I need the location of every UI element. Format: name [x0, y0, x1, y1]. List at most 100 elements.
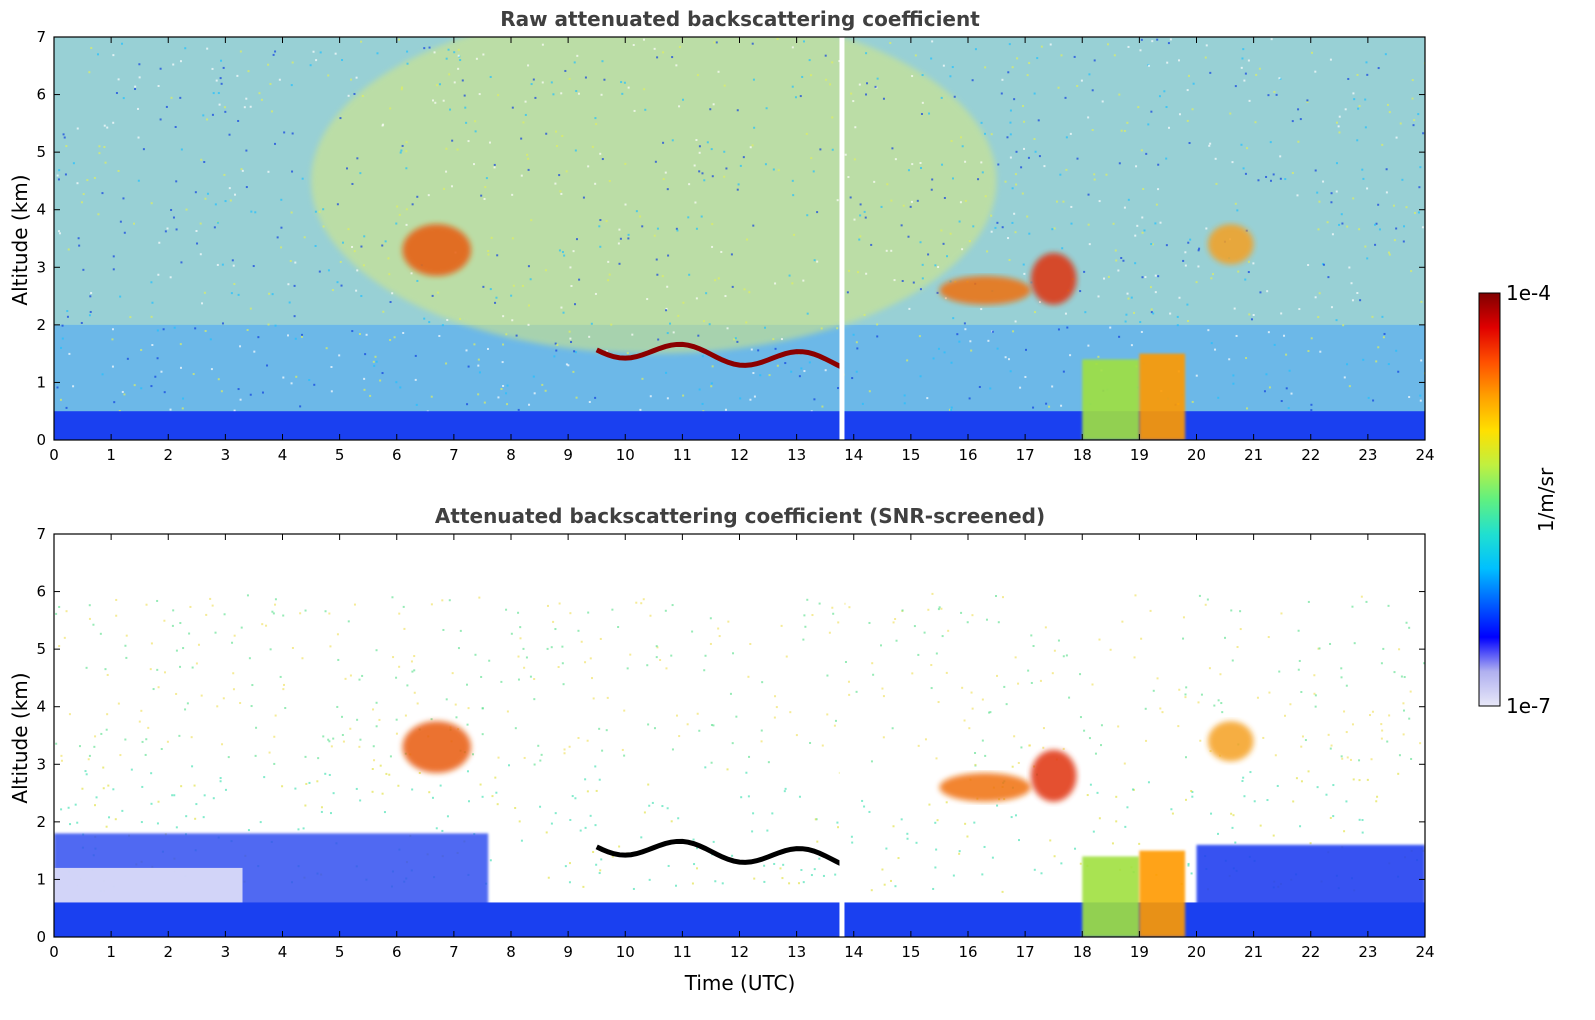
x-tick-label: 21 — [1244, 943, 1263, 961]
feature-cloud — [402, 224, 472, 276]
y-tick-label: 6 — [36, 583, 46, 601]
feature-cloud — [1207, 721, 1254, 762]
colorbar-ramp — [1478, 292, 1501, 707]
x-tick-label: 22 — [1301, 446, 1320, 464]
y-tick-label: 7 — [36, 28, 46, 46]
x-tick-label: 0 — [49, 446, 59, 464]
feature-cloud-layer — [595, 838, 844, 867]
x-tick-label: 21 — [1244, 446, 1263, 464]
y-tick-label: 1 — [36, 870, 46, 888]
x-tick-label: 5 — [335, 943, 345, 961]
x-tick-label: 23 — [1358, 943, 1377, 961]
feature-cloud — [1207, 224, 1254, 265]
x-tick-label: 4 — [278, 446, 288, 464]
x-tick-label: 19 — [1130, 446, 1149, 464]
x-tick-label: 1 — [106, 446, 116, 464]
x-tick-label: 22 — [1301, 943, 1320, 961]
colorbar-min-label: 1e-7 — [1506, 694, 1551, 718]
x-tick-label: 15 — [901, 943, 920, 961]
y-tick-label: 5 — [36, 640, 46, 658]
y-tick-label: 7 — [36, 525, 46, 543]
colorbar-max-label: 1e-4 — [1506, 281, 1551, 305]
feature-cloud — [939, 275, 1031, 305]
x-tick-label: 10 — [616, 446, 635, 464]
feature-precipitation — [1139, 353, 1186, 440]
x-tick-label: 17 — [1016, 446, 1035, 464]
panel-title-raw: Raw attenuated backscattering coefficien… — [500, 7, 980, 31]
y-tick-label: 0 — [36, 928, 46, 946]
x-tick-label: 3 — [221, 446, 231, 464]
x-tick-label: 13 — [787, 446, 806, 464]
y-axis-label: Altitude (km) — [8, 174, 32, 305]
x-tick-label: 14 — [844, 446, 863, 464]
x-tick-label: 7 — [449, 943, 459, 961]
y-tick-label: 4 — [36, 698, 46, 716]
x-tick-label: 4 — [278, 943, 288, 961]
y-axis-ticks: 0 1 2 3 4 5 6 7 — [36, 28, 1425, 449]
y-tick-label: 5 — [36, 143, 46, 161]
y-tick-label: 4 — [36, 201, 46, 219]
x-axis-label: Time (UTC) — [684, 971, 796, 995]
feature-cloud — [1030, 252, 1077, 305]
colorbar-unit-label: 1/m/sr — [1534, 467, 1558, 532]
y-tick-label: 2 — [36, 316, 46, 334]
x-tick-label: 7 — [449, 446, 459, 464]
x-tick-label: 0 — [49, 943, 59, 961]
feature-cloud — [939, 772, 1031, 802]
y-tick-label: 3 — [36, 258, 46, 276]
x-tick-label: 16 — [958, 943, 977, 961]
colorbar: 1e-4 1e-7 1/m/sr — [1478, 281, 1558, 718]
x-tick-label: 16 — [958, 446, 977, 464]
x-tick-label: 11 — [673, 943, 692, 961]
x-tick-label: 20 — [1187, 943, 1206, 961]
x-tick-label: 18 — [1073, 943, 1092, 961]
x-tick-label: 12 — [730, 446, 749, 464]
x-axis-ticks: 0 1 2 3 4 5 6 7 8 9 10 11 12 13 14 15 16 17 18 19 20 21 22 23 24 — [49, 534, 1435, 961]
feature-cloud-layer — [595, 341, 844, 370]
x-tick-label: 14 — [844, 943, 863, 961]
y-tick-label: 1 — [36, 373, 46, 391]
panel-title-screened: Attenuated backscattering coefficient (S… — [435, 504, 1045, 528]
x-tick-label: 20 — [1187, 446, 1206, 464]
x-tick-label: 3 — [221, 943, 231, 961]
x-tick-label: 24 — [1415, 446, 1434, 464]
feature-cloud — [402, 721, 472, 773]
x-tick-label: 11 — [673, 446, 692, 464]
x-tick-label: 19 — [1130, 943, 1149, 961]
feature-precipitation — [1139, 850, 1186, 937]
x-tick-label: 12 — [730, 943, 749, 961]
data-gap — [839, 37, 845, 440]
x-tick-label: 9 — [563, 446, 573, 464]
x-axis-ticks: 0 1 2 3 4 5 6 7 8 9 10 11 12 13 14 15 16 17 18 19 20 21 22 23 24 — [49, 37, 1435, 464]
heatmap-raw — [54, 37, 1425, 440]
raw-backscatter-panel: Raw attenuated backscattering coefficien… — [8, 7, 1435, 464]
data-gap — [839, 534, 845, 937]
x-tick-label: 1 — [106, 943, 116, 961]
y-tick-label: 2 — [36, 813, 46, 831]
x-tick-label: 13 — [787, 943, 806, 961]
x-tick-label: 9 — [563, 943, 573, 961]
x-tick-label: 8 — [506, 446, 516, 464]
y-tick-label: 6 — [36, 86, 46, 104]
x-tick-label: 18 — [1073, 446, 1092, 464]
x-tick-label: 2 — [163, 943, 173, 961]
x-tick-label: 6 — [392, 943, 402, 961]
x-tick-label: 24 — [1415, 943, 1434, 961]
x-tick-label: 5 — [335, 446, 345, 464]
x-tick-label: 10 — [616, 943, 635, 961]
x-tick-label: 8 — [506, 943, 516, 961]
feature-precipitation — [1082, 359, 1140, 440]
x-tick-label: 6 — [392, 446, 402, 464]
y-tick-label: 0 — [36, 431, 46, 449]
x-tick-label: 17 — [1016, 943, 1035, 961]
feature-cloud — [1030, 749, 1077, 802]
snr-screened-panel: Attenuated backscattering coefficient (S… — [8, 504, 1435, 995]
x-tick-label: 2 — [163, 446, 173, 464]
feature-precipitation — [1082, 856, 1140, 937]
x-tick-label: 23 — [1358, 446, 1377, 464]
y-tick-label: 3 — [36, 755, 46, 773]
y-axis-ticks: 0 1 2 3 4 5 6 7 — [36, 525, 1425, 946]
heatmap-screened — [54, 534, 1425, 937]
x-tick-label: 15 — [901, 446, 920, 464]
